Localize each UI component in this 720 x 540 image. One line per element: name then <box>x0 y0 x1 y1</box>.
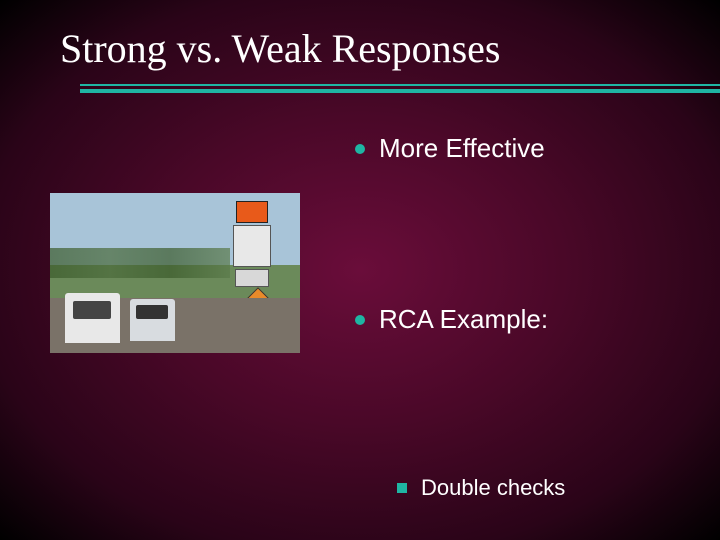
text-column: More Effective RCA Example: Double check… <box>330 133 690 501</box>
sign-post <box>232 201 272 287</box>
slide-title: Strong vs. Weak Responses <box>60 25 720 72</box>
sub-bullet-text: Double checks <box>421 475 565 501</box>
work-zone-photo <box>50 193 300 353</box>
title-underline <box>60 84 720 93</box>
bullet-text: More Effective <box>379 133 545 164</box>
sub-bullet-item: Double checks <box>397 475 690 501</box>
bullet-dot-icon <box>355 144 365 154</box>
vehicle-icon <box>65 293 120 343</box>
bullet-item: RCA Example: <box>355 304 690 335</box>
bullet-text: RCA Example: <box>379 304 548 335</box>
bullet-item: More Effective <box>355 133 690 164</box>
title-area: Strong vs. Weak Responses <box>0 0 720 93</box>
bullet-dot-icon <box>355 315 365 325</box>
content-area: More Effective RCA Example: Double check… <box>0 133 720 501</box>
image-column <box>50 133 330 501</box>
bullet-square-icon <box>397 483 407 493</box>
vehicle-icon <box>130 299 175 341</box>
